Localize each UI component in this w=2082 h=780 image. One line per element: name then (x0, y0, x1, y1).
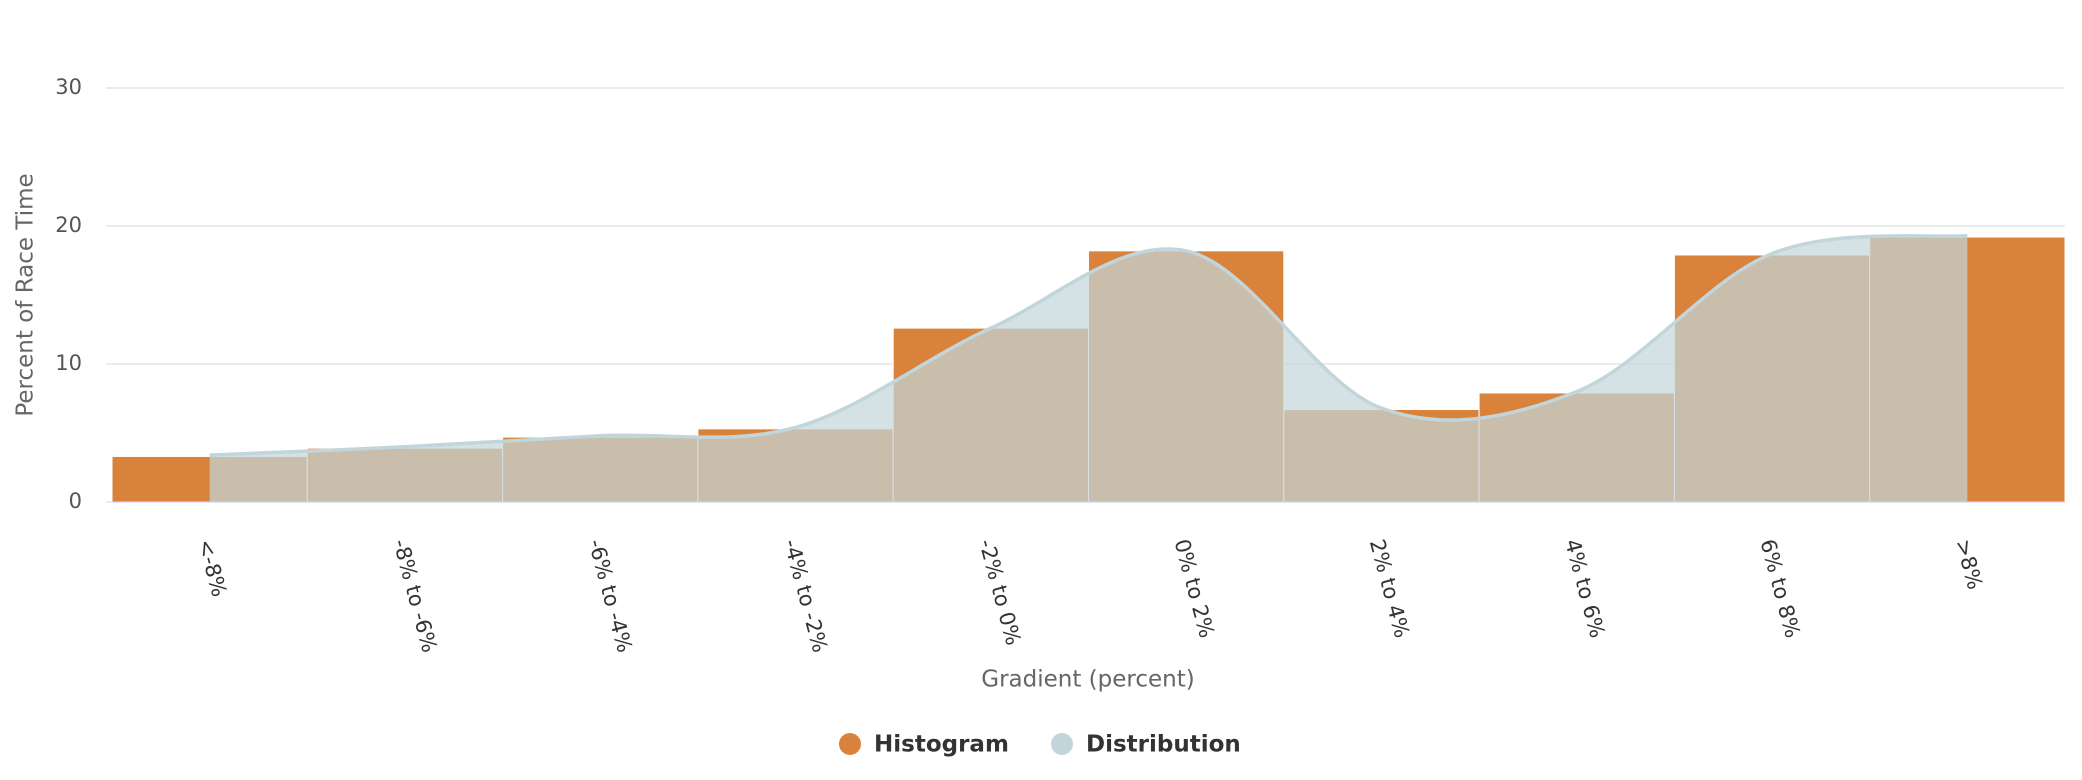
x-axis-title: Gradient (percent) (981, 667, 1194, 693)
x-tick-label: -2% to 0% (974, 537, 1025, 648)
distribution-area (209, 235, 1968, 502)
x-tick-label: -8% to -6% (388, 537, 441, 655)
y-tick-label: 0 (69, 489, 82, 513)
x-tick-label: 0% to 2% (1170, 537, 1219, 641)
legend-marker (1051, 733, 1073, 755)
x-tick-label: 4% to 6% (1560, 537, 1609, 641)
y-axis-title: Percent of Race Time (13, 173, 39, 416)
x-tick-label: 6% to 8% (1755, 537, 1804, 641)
legend-label[interactable]: Histogram (874, 732, 1009, 758)
x-tick-label: -6% to -4% (584, 537, 637, 655)
legend-label[interactable]: Distribution (1086, 732, 1241, 758)
legend-marker (839, 733, 861, 755)
x-tick-label: 2% to 4% (1365, 537, 1414, 641)
distribution-line (209, 233, 1968, 457)
y-tick-label: 10 (55, 351, 82, 375)
x-tick-label: >8% (1951, 537, 1987, 592)
y-tick-label: 30 (55, 75, 82, 99)
y-tick-label: 20 (55, 213, 82, 237)
x-tick-label: <-8% (193, 537, 231, 600)
x-tick-label: -4% to -2% (779, 537, 832, 655)
